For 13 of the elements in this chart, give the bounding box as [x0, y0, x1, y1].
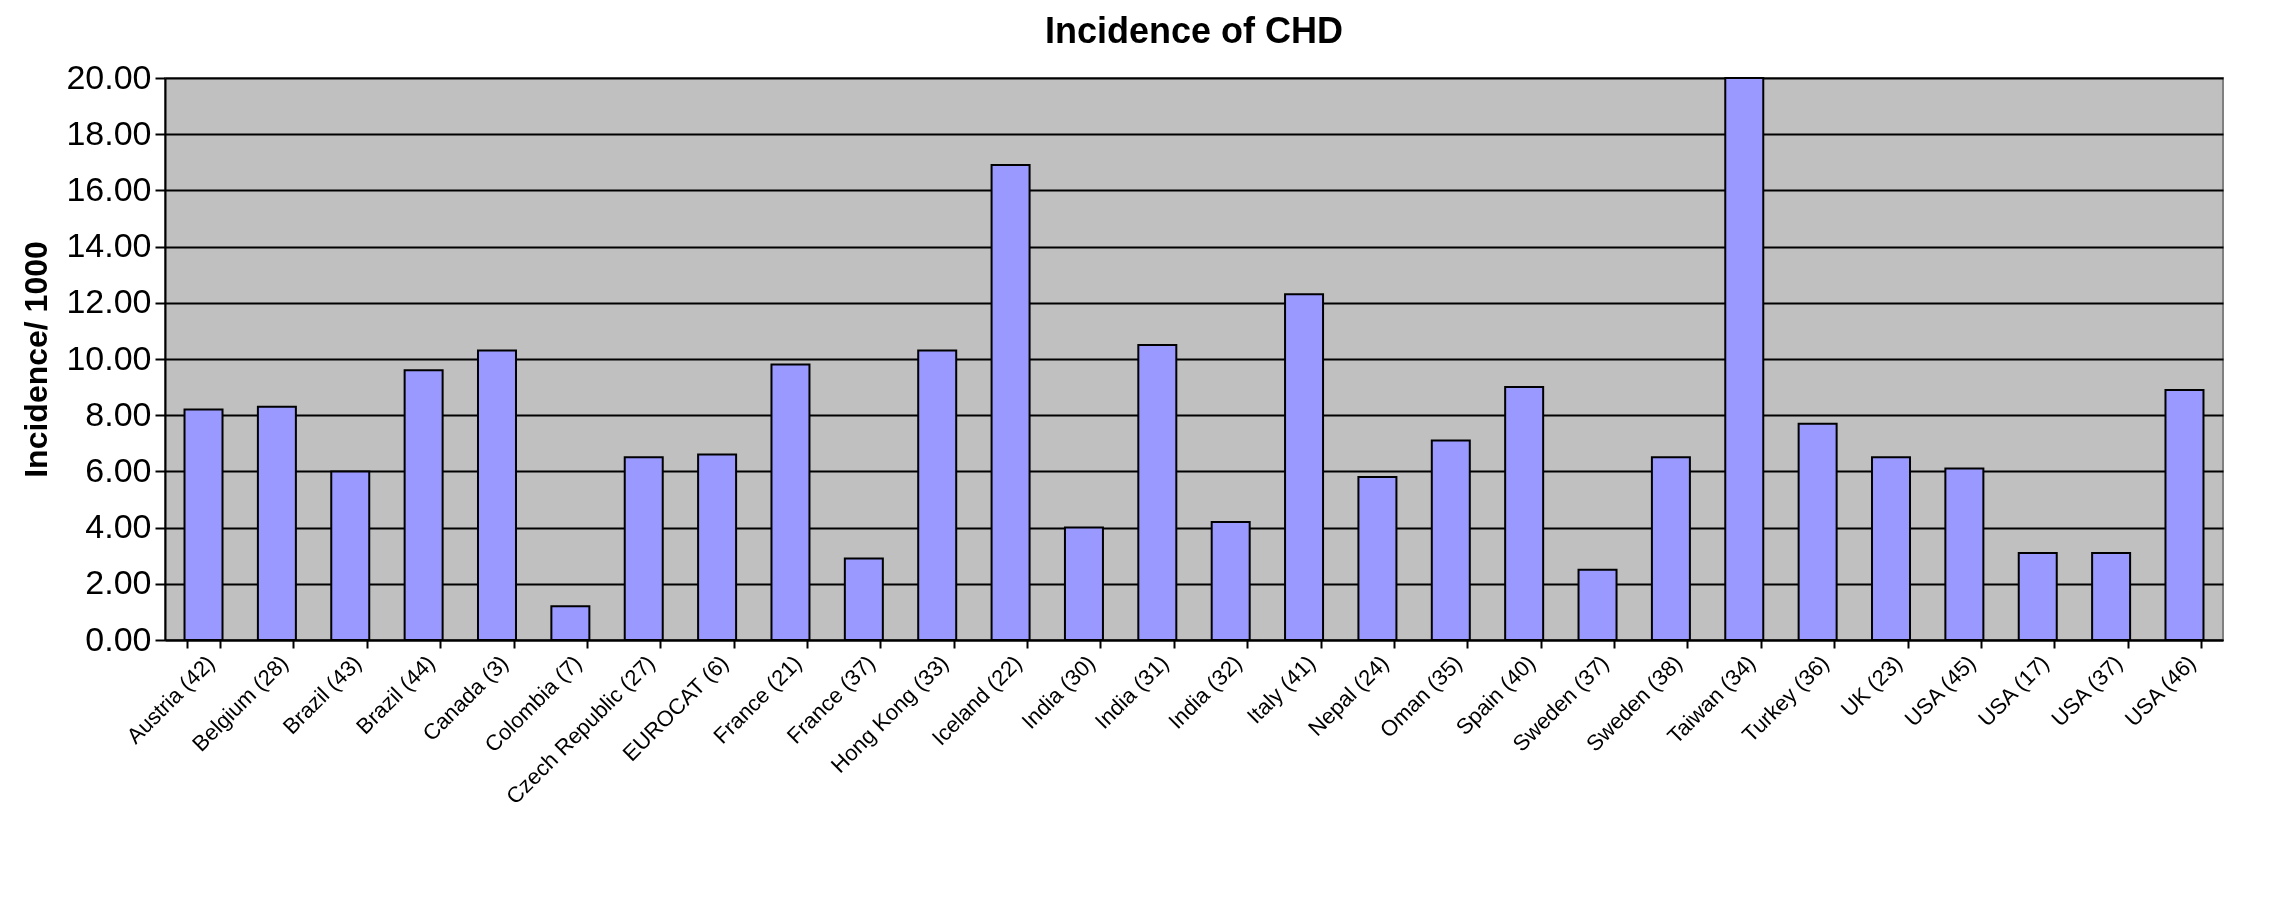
y-tick-label: 4.00 — [85, 507, 152, 546]
y-tick-label: 20.00 — [66, 57, 152, 96]
y-tick-label: 16.00 — [66, 169, 152, 208]
y-tick-label: 0.00 — [85, 619, 152, 658]
y-tick-label: 14.00 — [66, 226, 152, 265]
y-tick-label: 10.00 — [66, 338, 152, 377]
y-tick-label: 2.00 — [85, 563, 152, 602]
y-tick-label: 6.00 — [85, 450, 152, 489]
y-tick-label: 18.00 — [66, 113, 152, 152]
y-tick-label: 12.00 — [66, 282, 152, 321]
y-tick-label: 8.00 — [85, 394, 152, 433]
chart-title: Incidence of CHD — [1044, 10, 1344, 51]
y-axis-title: Incidence/ 1000 — [18, 241, 55, 478]
